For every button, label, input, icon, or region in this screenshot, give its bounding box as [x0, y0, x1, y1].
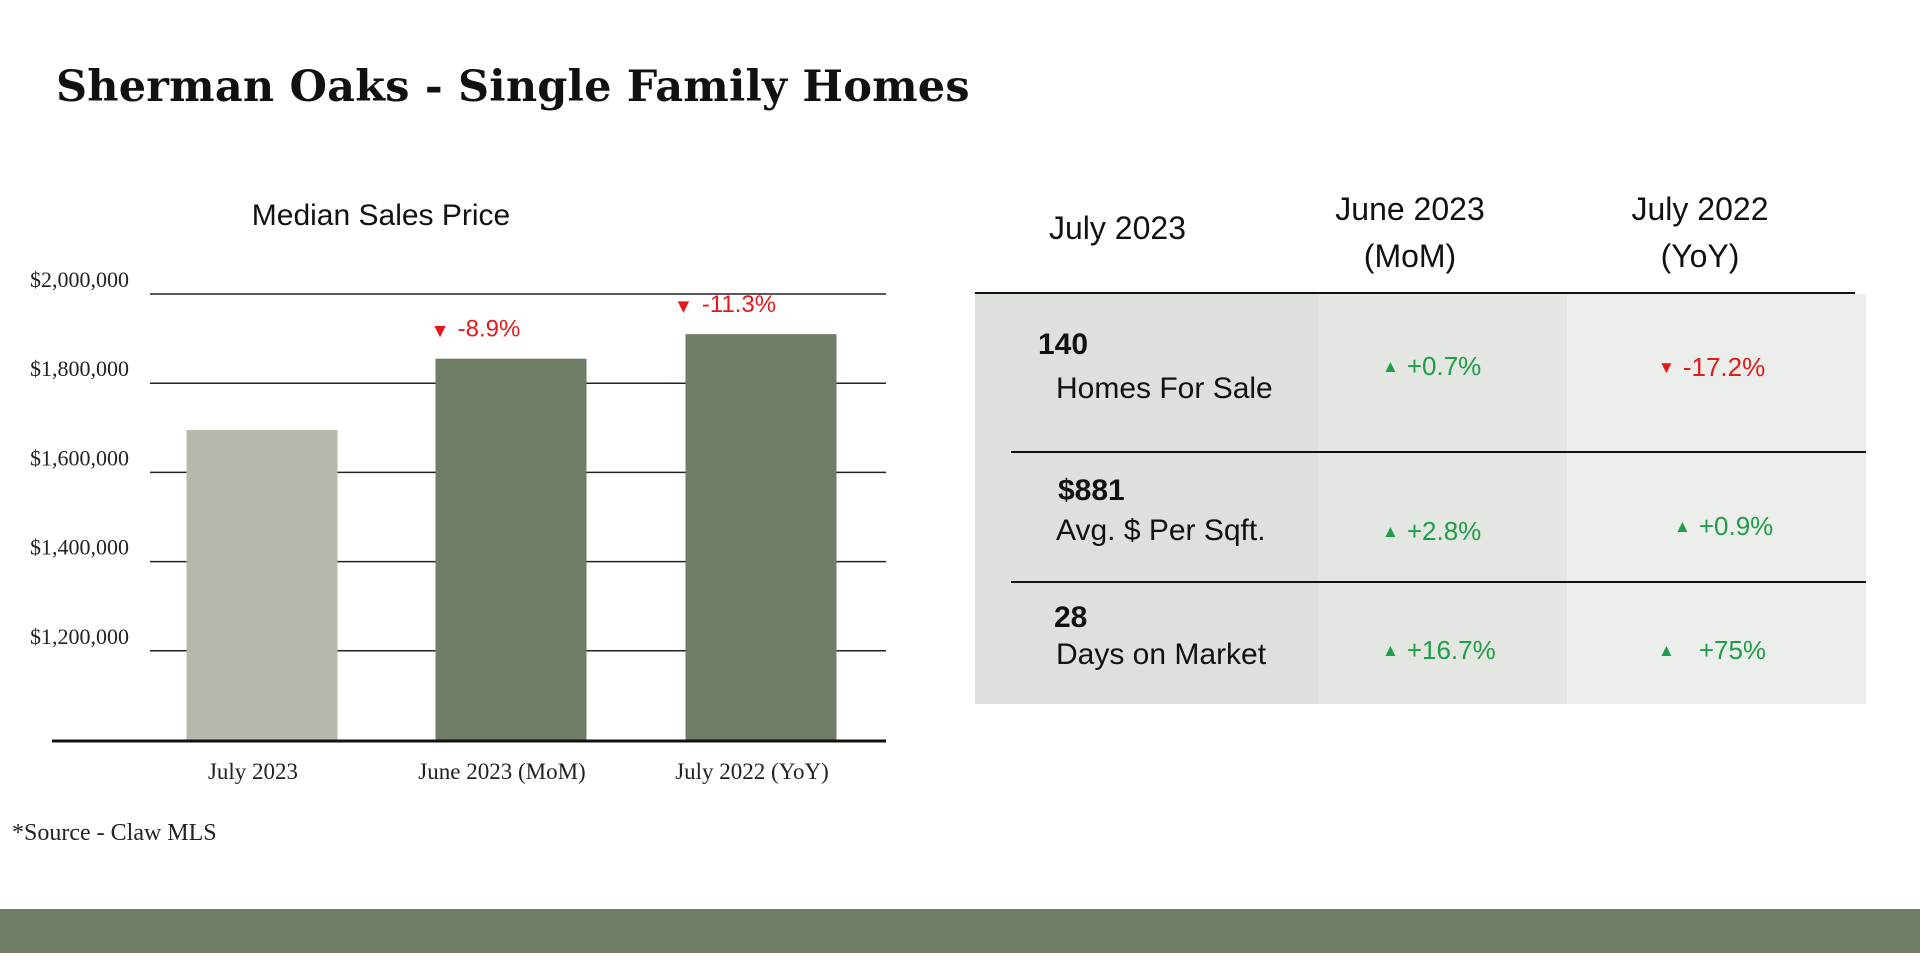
footer-band — [0, 909, 1920, 953]
metric-label: Homes For Sale — [1056, 372, 1273, 405]
bar — [435, 358, 587, 740]
page-title: Sherman Oaks - Single Family Homes — [56, 62, 970, 112]
y-tick-label: $1,200,000 — [30, 624, 129, 649]
bar — [186, 430, 338, 740]
triangle-up-icon: ▲ — [1674, 517, 1691, 536]
metric-value: $881 — [1058, 474, 1125, 507]
column-header-current-label: July 2023 — [1049, 210, 1186, 246]
change-value: +75% — [1698, 635, 1767, 665]
triangle-up-icon: ▲ — [1382, 641, 1399, 660]
data-label: -11.3% — [702, 291, 776, 318]
yoy-change: ▼ -17.2% — [1658, 352, 1765, 383]
triangle-down-icon: ▼ — [1658, 358, 1675, 377]
column-header-mom-line2: (MoM) — [1363, 238, 1457, 274]
change-value: +0.7% — [1406, 351, 1482, 381]
median-sales-price-chart: Median Sales Price $2,000,000 $1,800,000 $1… — [30, 199, 886, 784]
triangle-down-icon: ▼ — [434, 322, 446, 340]
metric-value: 140 — [1038, 328, 1089, 361]
y-tick-label: $1,600,000 — [30, 445, 129, 470]
column-header-yoy-line1: July 2022 — [1631, 191, 1769, 227]
column-header-mom-line1: June 2023 — [1335, 191, 1485, 227]
mom-change: ▲ +2.8% — [1382, 516, 1481, 547]
change-value: +2.8% — [1406, 516, 1482, 546]
metric-column-bg — [975, 294, 1318, 704]
y-tick-label: $1,400,000 — [30, 535, 129, 560]
metric-value: 28 — [1054, 601, 1088, 634]
yoy-change: ▲ +75% — [1658, 635, 1766, 666]
mom-change: ▲ +0.7% — [1382, 351, 1481, 382]
bar — [685, 334, 837, 740]
source-note: *Source - Claw MLS — [12, 820, 217, 846]
column-header-current: July 2023 — [1010, 205, 1225, 252]
x-tick-label: July 2023 — [208, 759, 298, 784]
metric-label: Avg. $ Per Sqft. — [1056, 514, 1266, 547]
column-header-yoy-line2: (YoY) — [1660, 238, 1740, 274]
triangle-down-icon: ▼ — [678, 297, 690, 315]
y-tick-label: $2,000,000 — [30, 267, 129, 292]
change-value: +16.7% — [1406, 635, 1496, 665]
x-tick-label: July 2022 (YoY) — [675, 759, 829, 784]
mom-column-bg — [1318, 294, 1567, 704]
row-divider — [1011, 451, 1866, 453]
chart-title: Median Sales Price — [252, 199, 510, 232]
column-header-mom: June 2023 (MoM) — [1300, 186, 1520, 280]
triangle-up-icon: ▲ — [1382, 522, 1399, 541]
metric-label: Days on Market — [1056, 638, 1267, 671]
yoy-change: ▲ +0.9% — [1674, 511, 1773, 542]
mom-change: ▲ +16.7% — [1382, 635, 1496, 666]
change-value: -17.2% — [1682, 352, 1766, 382]
column-header-yoy: July 2022 (YoY) — [1590, 186, 1810, 280]
data-label: -8.9% — [458, 316, 521, 343]
change-value: +0.9% — [1698, 511, 1774, 541]
yoy-column-bg — [1567, 294, 1866, 704]
y-tick-label: $1,800,000 — [30, 356, 129, 381]
header-divider — [975, 292, 1855, 294]
triangle-up-icon: ▲ — [1382, 357, 1399, 376]
triangle-up-icon: ▲ — [1658, 641, 1675, 660]
x-tick-label: June 2023 (MoM) — [418, 759, 585, 784]
row-divider — [1011, 581, 1866, 583]
